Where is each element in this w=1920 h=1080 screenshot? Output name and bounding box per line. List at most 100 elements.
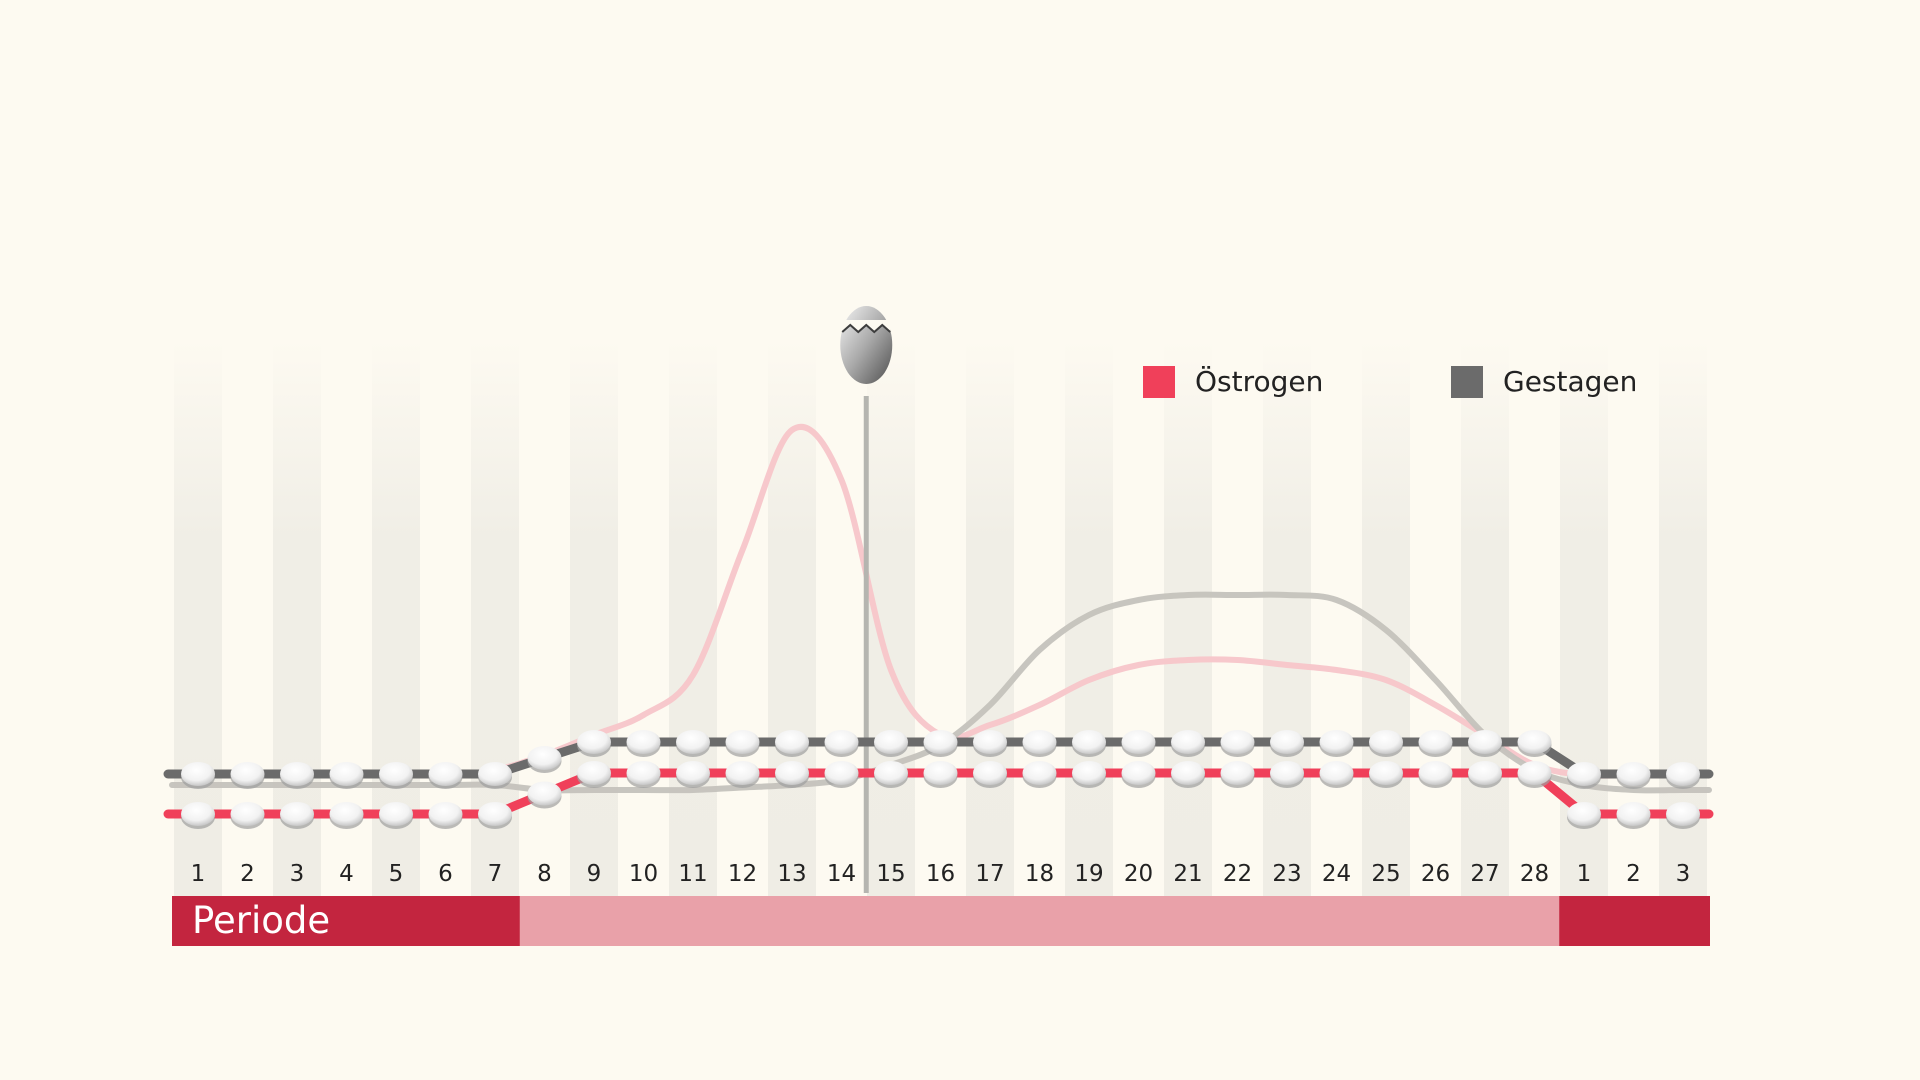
period-band-bar (172, 896, 520, 946)
gestagen-pill-day-15 (874, 730, 908, 757)
gestagen-pill-day-1 (181, 762, 215, 789)
pill (577, 761, 611, 785)
legend-swatch-oestrogen (1143, 366, 1175, 398)
pill (1567, 762, 1601, 786)
pill (1022, 730, 1057, 754)
oestrogen-pill-day-15 (874, 761, 908, 788)
day-stripe (768, 340, 816, 896)
pill (725, 761, 760, 785)
day-label-10: 10 (629, 861, 658, 887)
oestrogen-pill-day-29 (1567, 802, 1601, 829)
oestrogen-pill-day-19 (1072, 761, 1106, 788)
oestrogen-pill-day-2 (230, 802, 265, 829)
pill (181, 762, 215, 786)
pill (1270, 761, 1304, 785)
pill (280, 762, 314, 786)
day-label-26: 26 (1421, 861, 1450, 887)
pill (230, 802, 265, 826)
oestrogen-pill-day-10 (626, 761, 661, 788)
oestrogen-pill-day-22 (1220, 761, 1255, 788)
ovulation-marker (840, 306, 893, 893)
oestrogen-pill-day-28 (1517, 761, 1552, 788)
pill (1121, 761, 1156, 785)
pill (1072, 761, 1106, 785)
oestrogen-pill-day-20 (1121, 761, 1156, 788)
oestrogen-pill-day-16 (923, 761, 958, 788)
period-band-bar-next (1559, 896, 1710, 946)
gestagen-pill-day-2 (230, 762, 265, 789)
day-label-24: 24 (1322, 861, 1351, 887)
pill (1616, 762, 1651, 786)
pill (1171, 761, 1205, 785)
gestagen-pill-day-27 (1468, 730, 1502, 757)
day-label-22: 22 (1223, 861, 1252, 887)
gestagen-pill-day-20 (1121, 730, 1156, 757)
pill (676, 730, 710, 754)
oestrogen-pill-day-21 (1171, 761, 1205, 788)
gestagen-pill-day-13 (775, 730, 809, 757)
oestrogen-pill-day-23 (1270, 761, 1304, 788)
pill-markers (181, 730, 1700, 829)
egg-icon (840, 306, 893, 384)
gestagen-pill-day-9 (577, 730, 611, 757)
pill (1517, 730, 1552, 754)
oestrogen-pill-day-1 (181, 802, 215, 829)
day-stripe (669, 340, 717, 896)
day-label-5: 5 (389, 861, 404, 887)
cycle-band: Periode (172, 896, 1710, 946)
oestrogen-pill-day-25 (1369, 761, 1403, 788)
oestrogen-pill-day-12 (725, 761, 760, 788)
oestrogen-pill-day-6 (428, 802, 463, 829)
pill (379, 762, 413, 786)
gestagen-pill-day-14 (824, 730, 859, 757)
pill (577, 730, 611, 754)
day-label-29: 1 (1577, 861, 1592, 887)
pill (923, 761, 958, 785)
oestrogen-pill-day-11 (676, 761, 710, 788)
day-label-27: 27 (1470, 861, 1499, 887)
period-label: Periode (192, 899, 330, 942)
day-label-18: 18 (1025, 861, 1054, 887)
oestrogen-pill-day-27 (1468, 761, 1502, 788)
pill (1666, 802, 1700, 826)
pill (626, 761, 661, 785)
day-label-31: 3 (1676, 861, 1691, 887)
pill (428, 802, 463, 826)
pill (676, 761, 710, 785)
gestagen-pill-day-4 (329, 762, 364, 789)
gestagen-pill-day-7 (478, 762, 512, 789)
pill (775, 761, 809, 785)
day-label-9: 9 (587, 861, 602, 887)
oestrogen-pill-day-31 (1666, 802, 1700, 829)
gestagen-pill-day-23 (1270, 730, 1304, 757)
gestagen-pill-day-25 (1369, 730, 1403, 757)
day-label-21: 21 (1173, 861, 1202, 887)
gestagen-pill-day-8 (527, 746, 562, 773)
oestrogen-pill-day-24 (1319, 761, 1354, 788)
gestagen-pill-day-10 (626, 730, 661, 757)
oestrogen-pill-day-13 (775, 761, 809, 788)
pill (874, 761, 908, 785)
legend-label-oestrogen: Östrogen (1195, 364, 1323, 398)
oestrogen-pill-day-7 (478, 802, 512, 829)
gestagen-pill-day-21 (1171, 730, 1205, 757)
day-label-15: 15 (876, 861, 905, 887)
pill (1666, 762, 1700, 786)
pill (1319, 761, 1354, 785)
oestrogen-pill-day-17 (973, 761, 1007, 788)
oestrogen-pill-day-30 (1616, 802, 1651, 829)
pill (1220, 730, 1255, 754)
pill (329, 802, 364, 826)
pill (1171, 730, 1205, 754)
pill (1567, 802, 1601, 826)
gestagen-pill-day-16 (923, 730, 958, 757)
pill (1121, 730, 1156, 754)
pill (1369, 730, 1403, 754)
day-stripe (1164, 340, 1212, 896)
day-labels: 1 2 3 4 5 6 7 8 9 10 11 12 13 14 15 16 17 18 19 20 21 22 23 24 2… (191, 861, 1691, 887)
day-stripe (570, 340, 618, 896)
gestagen-pill-day-12 (725, 730, 760, 757)
day-label-13: 13 (777, 861, 806, 887)
gestagen-pill-day-18 (1022, 730, 1057, 757)
